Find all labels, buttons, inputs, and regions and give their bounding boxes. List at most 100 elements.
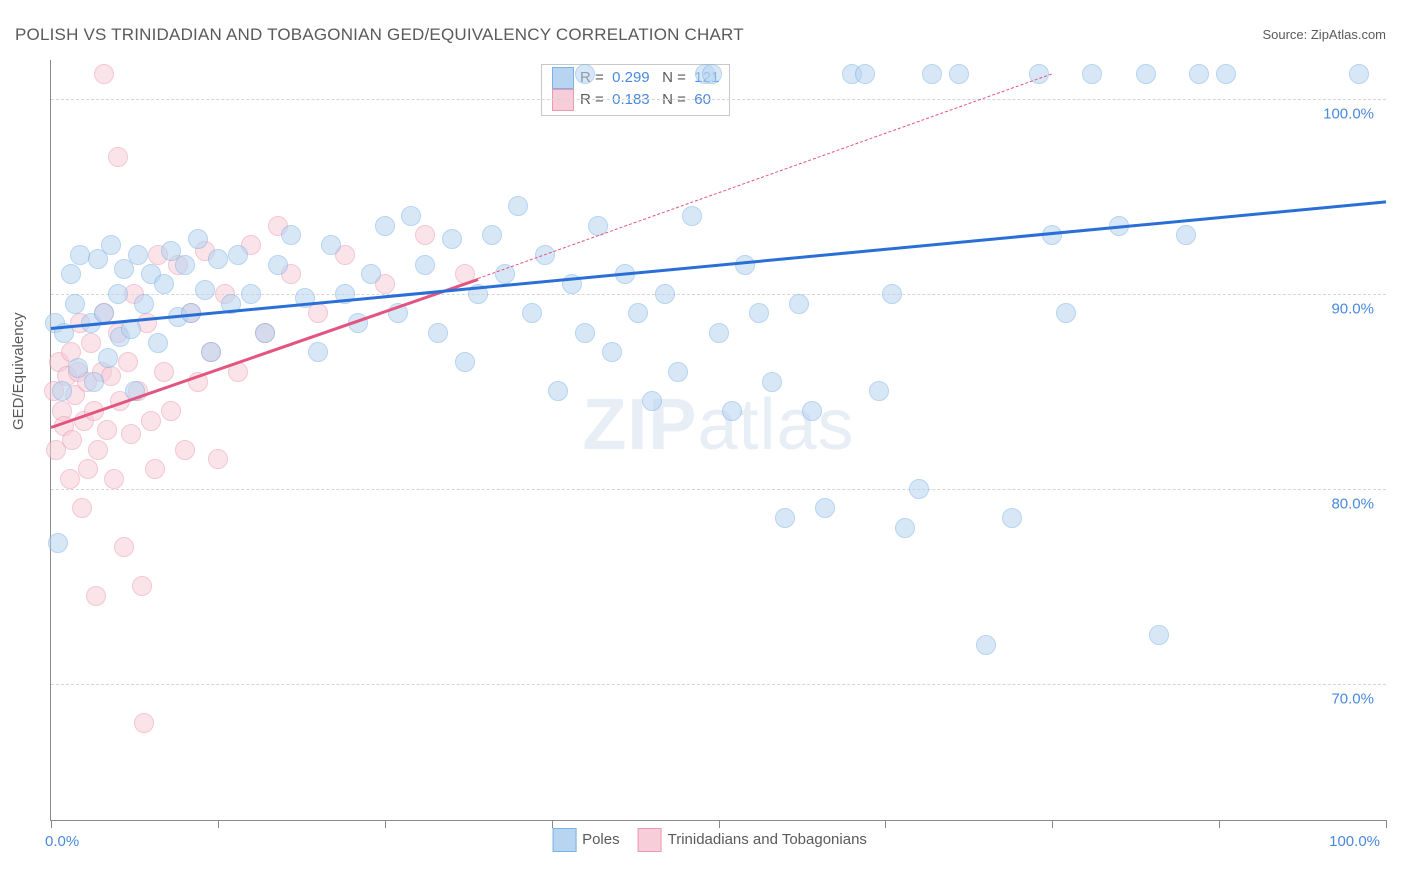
x-tick: [1219, 820, 1220, 828]
trinidad-point: [121, 424, 141, 444]
trinidad-point: [415, 225, 435, 245]
poles-point: [375, 216, 395, 236]
trinidad-point: [88, 440, 108, 460]
poles-point: [628, 303, 648, 323]
poles-point: [48, 533, 68, 553]
poles-point: [762, 372, 782, 392]
poles-point: [1056, 303, 1076, 323]
poles-point: [401, 206, 421, 226]
poles-point: [1176, 225, 1196, 245]
poles-point: [895, 518, 915, 538]
poles-point: [882, 284, 902, 304]
gridline-h: [51, 684, 1386, 685]
n-label: N =: [662, 69, 686, 86]
poles-point: [642, 391, 662, 411]
poles-point: [175, 255, 195, 275]
poles-point: [98, 348, 118, 368]
poles-point: [255, 323, 275, 343]
poles-point: [789, 294, 809, 314]
x-tick: [385, 820, 386, 828]
legend-swatch: [552, 89, 574, 111]
x-tick: [51, 820, 52, 828]
y-tick-label: 70.0%: [1331, 690, 1374, 707]
trinidad-point: [154, 362, 174, 382]
trinidad-point: [62, 430, 82, 450]
poles-point: [201, 342, 221, 362]
trinidad-point: [60, 469, 80, 489]
poles-point: [65, 294, 85, 314]
x-min-label: 0.0%: [45, 833, 79, 850]
x-max-label: 100.0%: [1329, 833, 1380, 850]
chart-title: POLISH VS TRINIDADIAN AND TOBAGONIAN GED…: [15, 25, 744, 45]
trinidad-point: [145, 459, 165, 479]
poles-point: [548, 381, 568, 401]
poles-point: [855, 64, 875, 84]
poles-point: [869, 381, 889, 401]
trinidad-point: [101, 366, 121, 386]
poles-point: [308, 342, 328, 362]
legend-label: Poles: [582, 831, 620, 848]
poles-point: [668, 362, 688, 382]
poles-trendline: [51, 200, 1386, 330]
trinidad-point: [118, 352, 138, 372]
poles-point: [361, 264, 381, 284]
trinidad-point: [94, 64, 114, 84]
poles-point: [61, 264, 81, 284]
poles-point: [508, 196, 528, 216]
poles-point: [815, 498, 835, 518]
x-tick: [719, 820, 720, 828]
y-tick-label: 100.0%: [1323, 105, 1374, 122]
poles-point: [702, 64, 722, 84]
poles-point: [482, 225, 502, 245]
poles-point: [84, 372, 104, 392]
poles-point: [101, 235, 121, 255]
poles-point: [1082, 64, 1102, 84]
poles-point: [1136, 64, 1156, 84]
poles-point: [52, 381, 72, 401]
x-tick: [1386, 820, 1387, 828]
trinidad-point: [114, 537, 134, 557]
legend-label: Trinidadians and Tobagonians: [668, 831, 867, 848]
poles-point: [802, 401, 822, 421]
poles-point: [1216, 64, 1236, 84]
poles-point: [455, 352, 475, 372]
gridline-h: [51, 489, 1386, 490]
poles-point: [602, 342, 622, 362]
poles-point: [722, 401, 742, 421]
trinidad-point: [97, 420, 117, 440]
poles-point: [1149, 625, 1169, 645]
poles-point: [188, 229, 208, 249]
trinidad-point: [132, 576, 152, 596]
poles-point: [575, 64, 595, 84]
poles-point: [428, 323, 448, 343]
poles-point: [1189, 64, 1209, 84]
poles-point: [655, 284, 675, 304]
trinidad-point: [308, 303, 328, 323]
poles-point: [228, 245, 248, 265]
x-tick: [218, 820, 219, 828]
trinidad-point: [86, 586, 106, 606]
plot-area: ZIPatlas R = 0.299 N = 121R = 0.183 N = …: [50, 60, 1386, 821]
poles-point: [682, 206, 702, 226]
watermark-bold: ZIP: [582, 385, 697, 465]
x-tick: [885, 820, 886, 828]
poles-point: [1349, 64, 1369, 84]
trinidad-point: [78, 459, 98, 479]
series-legend: Poles Trinidadians and Tobagonians: [552, 828, 885, 852]
poles-point: [148, 333, 168, 353]
poles-point: [415, 255, 435, 275]
poles-point: [268, 255, 288, 275]
poles-point: [442, 229, 462, 249]
trinidad-point: [208, 449, 228, 469]
x-tick: [1052, 820, 1053, 828]
poles-point: [522, 303, 542, 323]
legend-swatch: [552, 828, 576, 852]
source-label: Source: ZipAtlas.com: [1262, 27, 1386, 42]
poles-point: [281, 225, 301, 245]
watermark-rest: atlas: [697, 385, 854, 465]
legend-item: Poles: [552, 831, 620, 848]
poles-point: [128, 245, 148, 265]
trinidad-point: [161, 401, 181, 421]
trinidad-point: [175, 440, 195, 460]
y-axis-label: GED/Equivalency: [10, 312, 27, 430]
